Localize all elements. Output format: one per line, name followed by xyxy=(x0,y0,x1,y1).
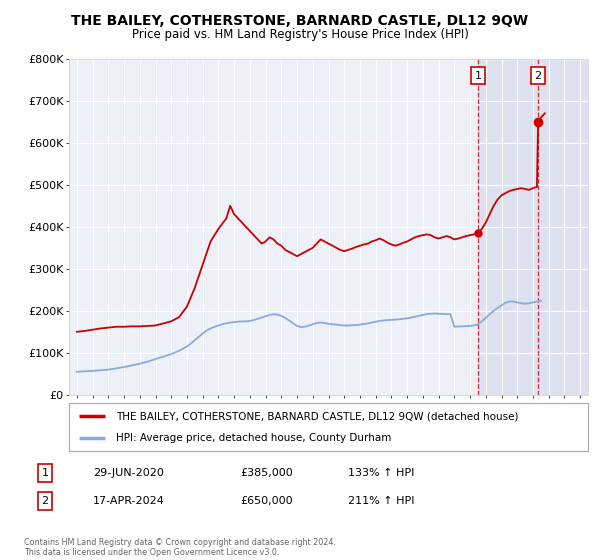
Text: 1: 1 xyxy=(41,468,49,478)
Text: 133% ↑ HPI: 133% ↑ HPI xyxy=(348,468,415,478)
Text: 2: 2 xyxy=(535,71,542,81)
Text: THE BAILEY, COTHERSTONE, BARNARD CASTLE, DL12 9QW (detached house): THE BAILEY, COTHERSTONE, BARNARD CASTLE,… xyxy=(116,411,518,421)
Text: 211% ↑ HPI: 211% ↑ HPI xyxy=(348,496,415,506)
Text: 29-JUN-2020: 29-JUN-2020 xyxy=(93,468,164,478)
Text: £385,000: £385,000 xyxy=(240,468,293,478)
Text: HPI: Average price, detached house, County Durham: HPI: Average price, detached house, Coun… xyxy=(116,433,391,443)
Text: 17-APR-2024: 17-APR-2024 xyxy=(93,496,165,506)
Text: 1: 1 xyxy=(475,71,481,81)
Text: Price paid vs. HM Land Registry's House Price Index (HPI): Price paid vs. HM Land Registry's House … xyxy=(131,28,469,41)
Bar xyxy=(478,59,588,395)
Text: Contains HM Land Registry data © Crown copyright and database right 2024.
This d: Contains HM Land Registry data © Crown c… xyxy=(24,538,336,557)
Text: THE BAILEY, COTHERSTONE, BARNARD CASTLE, DL12 9QW: THE BAILEY, COTHERSTONE, BARNARD CASTLE,… xyxy=(71,14,529,28)
Text: £650,000: £650,000 xyxy=(240,496,293,506)
Text: 2: 2 xyxy=(41,496,49,506)
